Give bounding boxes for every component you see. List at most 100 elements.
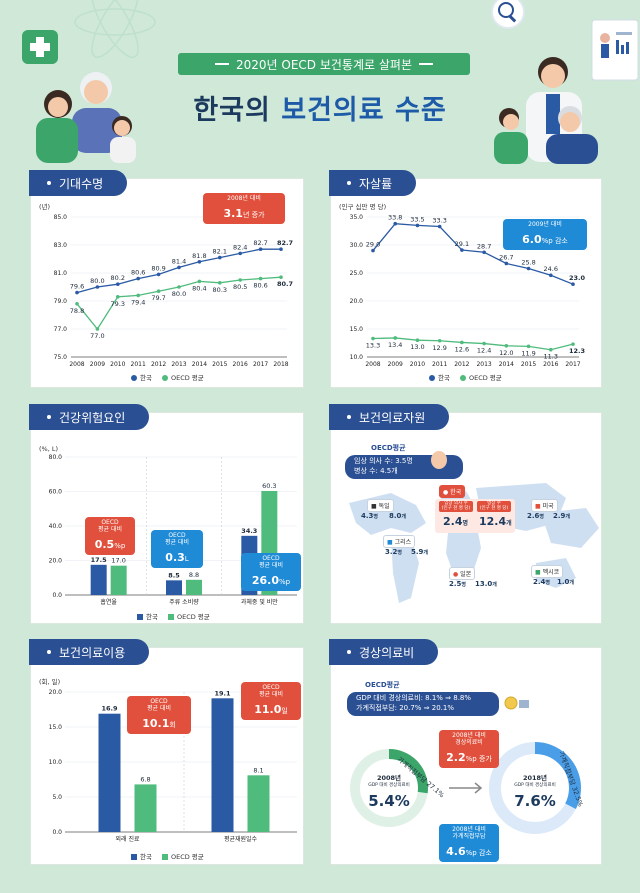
germany-doctors-value: 4.3명 [361, 512, 379, 520]
korea-flag-icon: ● [443, 489, 449, 496]
suicide-point [548, 273, 553, 278]
page-title-part1: 한국의 [193, 95, 282, 126]
suicide-ytick-label: 20.0 [350, 298, 364, 305]
usage-bar-korea [211, 698, 234, 832]
risk-callout-smoking-value: 0.5 [94, 537, 115, 551]
usage-ytick-label: 15.0 [49, 724, 63, 731]
life-point [156, 289, 161, 293]
usage-data-label: 8.1 [253, 766, 263, 774]
usage-data-label: 6.8 [140, 775, 150, 783]
expense-donut-center [503, 756, 567, 820]
risk-category-label: 과체중 및 비만 [241, 598, 278, 606]
life-xtick-label: 2010 [110, 361, 125, 368]
risk-bar-oecd [186, 579, 202, 595]
usage-ytick-label: 10.0 [49, 759, 63, 766]
suicide-series-line-oecd [372, 337, 574, 351]
korea-stats-box: 임상 의사 수 (인구 천 명 당) 병상 수 (인구 천 명 당) 2.4명 12… [435, 499, 515, 533]
suicide-xtick-label: 2016 [543, 361, 558, 368]
risk-category-label: 주류 소비량 [169, 598, 199, 606]
life-data-label: 80.6 [253, 282, 267, 290]
header-banner: 2020년 OECD 보건통계로 살펴본 [178, 53, 470, 75]
expense-donut-slice-2008년 [350, 749, 428, 827]
life-data-label: 80.0 [90, 277, 104, 285]
risk-data-label: 60.3 [262, 482, 276, 490]
suicide-series-line-korea [372, 223, 574, 285]
life-expectancy-panel: 기대수명 (년) 75.0 77.0 79.0 81.0 83.0 85.0 2008 200… [29, 170, 304, 388]
risk-callout-alcohol: OECD 평균 대비 0.3L [151, 530, 203, 569]
usage-ytick-label: 0.0 [52, 829, 62, 836]
resources-oecd-line2: 병상 수: 4.5개 [354, 466, 398, 475]
suicide-point [482, 341, 486, 346]
suicide-point [437, 338, 442, 343]
risk-legend-korea: 한국 [137, 611, 158, 621]
risk-ytick-label: 20.0 [49, 558, 63, 565]
life-data-label: 80.3 [213, 286, 227, 294]
suicide-data-label: 24.6 [544, 265, 558, 273]
suicide-ytick-label: 10.0 [350, 354, 364, 361]
suicide-point [393, 221, 398, 226]
life-point [197, 279, 202, 284]
plus-cross-icon [22, 30, 58, 64]
life-point [238, 251, 242, 256]
suicide-point [526, 344, 531, 349]
usage-category-label: 외래 진료 [116, 835, 140, 843]
suicide-point [371, 336, 375, 341]
life-point [258, 247, 263, 251]
life-ytick-label: 81.0 [54, 270, 68, 277]
risk-callout-obesity: OECD 평균 대비 26.0%p [241, 553, 301, 592]
usage-callout-outpatient-value: 10.1 [142, 716, 170, 730]
expenditure-panel: 경상의료비 OECD평균 GDP 대비 경상의료비: 8.1% ⇒ 8.8% 가… [329, 639, 602, 865]
risk-data-label: 17.0 [111, 557, 125, 565]
suicide-data-label: 33.5 [410, 215, 424, 223]
suicide-ytick-label: 25.0 [350, 270, 364, 277]
life-xtick-label: 2012 [151, 361, 166, 368]
usage-category-label: 평균재원일수 [224, 835, 258, 843]
life-xtick-label: 2017 [253, 361, 268, 368]
life-point [75, 290, 79, 295]
expense-oecd-label: OECD평균 [365, 681, 400, 689]
life-point [116, 295, 120, 299]
expense-donut-slice-2018년 [489, 742, 581, 834]
expense-oecd-pill: GDP 대비 경상의료비: 8.1% ⇒ 8.8% 가계직접부담: 20.7% … [347, 692, 499, 716]
risk-ytick-label: 60.0 [49, 489, 63, 496]
suicide-chart: 10.0 15.0 20.0 25.0 30.0 35.0 2008 2009 2010 2011… [350, 214, 586, 368]
suicide-callout-small: 2009년 대비 [528, 221, 562, 228]
life-point [116, 282, 120, 286]
life-point [156, 272, 161, 277]
suicide-point [437, 224, 442, 229]
korea-beds-value: 12.4개 [479, 515, 512, 528]
suicide-legend-korea: 한국 [429, 372, 450, 382]
risk-unit: (%, L) [39, 445, 59, 453]
suicide-data-label: 12.9 [432, 344, 446, 352]
suicide-point [371, 248, 375, 253]
risk-data-label: 34.3 [241, 527, 257, 535]
usa-doctors-value: 2.6명 [527, 512, 545, 520]
suicide-legend-oecd: OECD 평균 [459, 372, 502, 382]
suicide-data-label: 28.7 [477, 242, 491, 250]
page-title: 한국의 보건의료 수준 [0, 88, 640, 127]
suicide-point [415, 338, 420, 342]
life-ytick-label: 83.0 [54, 242, 68, 249]
resources-oecd-line1: 임상 의사 수: 3.5명 [354, 457, 413, 465]
country-greece-label: ■ 그리스 [383, 535, 416, 548]
life-data-label: 80.4 [192, 284, 206, 292]
page-title-part2: 보건의료 수준 [281, 95, 447, 126]
risk-data-label: 8.8 [189, 571, 199, 579]
life-data-label: 79.7 [151, 294, 165, 302]
life-point [279, 275, 283, 279]
life-point [238, 278, 242, 282]
japan-doctors-value: 2.5명 [449, 580, 467, 588]
suicide-data-label: 13.0 [410, 343, 424, 351]
expenditure-chart: 가계직접부담 27.1% 가계직접부담 32.5% [350, 696, 586, 834]
suicide-callout-big: 6.0 [522, 232, 542, 246]
life-data-label: 78.8 [70, 307, 84, 315]
expense-left-center: 2008년 GDP 대비 경상의료비 5.4% [361, 772, 417, 810]
expense-callout-decrease-value: 4.6 [446, 844, 466, 858]
greece-doctors-value: 3.2명 [385, 548, 403, 556]
expense-left-year: 2008년 [376, 774, 402, 782]
suicide-point [571, 282, 575, 286]
life-data-label: 80.5 [233, 283, 247, 291]
usage-bar-oecd [134, 784, 157, 832]
suicide-data-label: 11.9 [521, 349, 535, 357]
life-callout-unit: 년 증가 [242, 210, 265, 219]
